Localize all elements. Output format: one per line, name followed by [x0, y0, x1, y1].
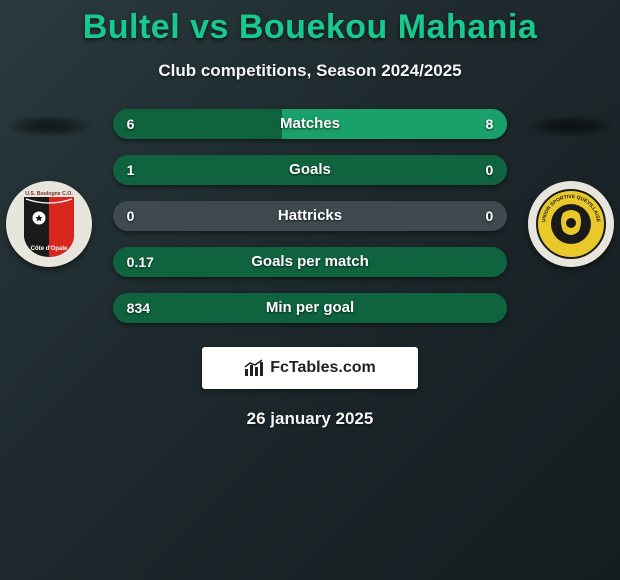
stat-bar: Goals1 0 [113, 155, 508, 185]
stat-value-left: 834 [127, 293, 150, 323]
date-text: 26 january 2025 [0, 409, 620, 429]
stat-bar: Matches6 8 [113, 109, 508, 139]
comparison-card: Bultel vs Bouekou Mahania Club competiti… [0, 0, 620, 580]
stat-value-right: 0 [486, 201, 494, 231]
team-badge-left: Côte d'Opale U.S. Boulogne C.O. [6, 181, 92, 267]
subtitle: Club competitions, Season 2024/2025 [0, 61, 620, 81]
stat-label: Goals [113, 155, 508, 185]
brand-text: FcTables.com [270, 359, 376, 377]
team-badge-right: UNION SPORTIVE QUEVILLAISE [528, 181, 614, 267]
stat-value-left: 0.17 [127, 247, 154, 277]
stat-value-right: 8 [486, 109, 494, 139]
svg-text:Côte d'Opale: Côte d'Opale [31, 246, 68, 252]
stat-label: Goals per match [113, 247, 508, 277]
stat-bar: Goals per match0.17 [113, 247, 508, 277]
stat-bar: Min per goal834 [113, 293, 508, 323]
chart-icon [244, 358, 264, 378]
main-row: Côte d'Opale U.S. Boulogne C.O. Matches6… [0, 109, 620, 323]
svg-text:U.S. Boulogne C.O.: U.S. Boulogne C.O. [26, 191, 74, 197]
right-side: UNION SPORTIVE QUEVILLAISE [521, 109, 620, 267]
stat-label: Hattricks [113, 201, 508, 231]
stat-value-left: 6 [127, 109, 135, 139]
left-side: Côte d'Opale U.S. Boulogne C.O. [0, 109, 99, 267]
stat-label: Matches [113, 109, 508, 139]
stat-value-left: 1 [127, 155, 135, 185]
page-title: Bultel vs Bouekou Mahania [0, 8, 620, 47]
player-shadow-right [526, 115, 616, 137]
brand-box: FcTables.com [202, 347, 418, 389]
stat-value-left: 0 [127, 201, 135, 231]
stat-bar: Hattricks0 0 [113, 201, 508, 231]
stat-label: Min per goal [113, 293, 508, 323]
player-shadow-left [4, 115, 94, 137]
stat-bars: Matches68Goals10Hattricks00Goals per mat… [113, 109, 508, 323]
stat-value-right: 0 [486, 155, 494, 185]
